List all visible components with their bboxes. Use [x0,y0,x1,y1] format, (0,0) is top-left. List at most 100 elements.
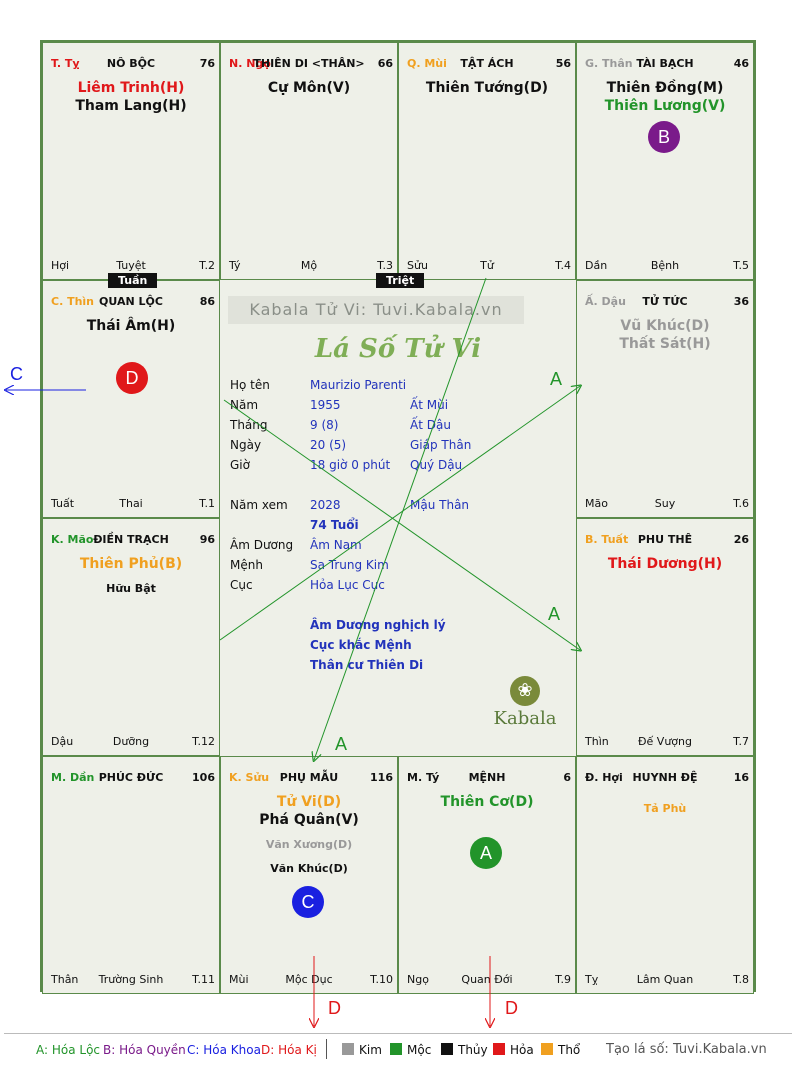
palace-age-number: 56 [555,57,571,70]
triet-tag: Triệt [376,273,425,288]
minor-star: Hữu Bật [106,582,156,595]
legend-thuy: Thủy [441,1043,488,1057]
label-thang: Tháng [230,418,268,432]
palace-branch: Tỵ [585,973,599,986]
palace-phase: Lâm Quan [636,973,694,986]
palace-footer: Tuất Thai T.1 [43,497,219,511]
palace-huynh-de: Đ. Hợi HUYNH ĐỆ 16 Tả Phù Tỵ Lâm Quan T.8 [576,756,754,994]
arrow-label-d1: D [328,998,341,1018]
value-nam-xem: 2028 [310,498,341,512]
palace-stars: Cự Môn(V) [221,79,397,97]
legend-moc-text: Mộc [407,1043,432,1057]
palace-phase: Tuyệt [116,259,146,272]
palace-header: K. Mão ĐIỀN TRẠCH 96 [43,533,219,549]
legend-hoa-quyen: B: Hóa Quyền [103,1043,186,1057]
palace-menh: M. Tý MỆNH 6 Thiên Cơ(D) Ngọ Quan Đới T.9 [398,756,576,994]
palace-thien-di: N. Ngọ THIÊN DI <THÂN> 66 Cự Môn(V) Tý Mộ T.3 [220,42,398,280]
main-star: Cự Môn(V) [267,80,351,96]
palace-stars: Thiên Tướng(D) [399,79,575,97]
label-nam-xem: Năm xem [230,498,288,512]
palace-branch: Mão [585,497,608,510]
palace-index: T.6 [733,497,749,510]
palace-can-chi: T. Tỵ [51,57,80,70]
value-am-duong: Âm Nam [310,538,362,552]
legend-hoa-khoa-text: C: Hóa Khoa [187,1043,261,1057]
person-info: Họ tên Maurizio Parenti Năm 1955 Ất Mùi … [230,378,570,678]
palace-age-number: 76 [199,57,215,70]
main-star: Thiên Phủ(B) [79,556,183,572]
hoa-khoa-circle: C [292,886,324,918]
label-am-duong: Âm Dương [230,538,294,552]
value-nam: 1955 [310,398,341,412]
value-menh: Sa Trung Kim [310,558,389,572]
palace-index: T.4 [555,259,571,272]
palace-can-chi: Ấ. Dậu [585,295,626,308]
palace-footer: Dậu Dưỡng T.12 [43,735,219,749]
palace-footer: Tỵ Lâm Quan T.8 [577,973,753,987]
credit-link[interactable]: Tạo lá số: Tuvi.Kabala.vn [606,1042,767,1057]
watermark: Kabala Tử Vi: Tuvi.Kabala.vn [228,296,524,324]
label-ngay: Ngày [230,438,262,452]
palace-can-chi: Đ. Hợi [585,771,623,784]
hoa-ki-circle: D [116,362,148,394]
chart-title: Lá Số Tử Vi [314,334,482,364]
legend-hoa-ki-text: D: Hóa Kị [261,1043,317,1057]
main-star: Tử Vi(D) [276,794,342,810]
palace-tai-bach: G. Thân TÀI BẠCH 46 Thiên Đồng(M) Thiên Lươn… [576,42,754,280]
palace-header: K. Sửu PHỤ MẪU 116 [221,771,397,787]
legend-hoa: Hỏa [493,1043,534,1057]
palace-branch: Thân [51,973,79,986]
legend-divider [4,1033,792,1034]
palace-header: N. Ngọ THIÊN DI <THÂN> 66 [221,57,397,73]
palace-name: THIÊN DI <THÂN> [253,57,365,70]
palace-age-number: 6 [563,771,571,784]
palace-name: TÀI BẠCH [636,57,694,70]
palace-age-number: 116 [370,771,393,784]
palace-index: T.8 [733,973,749,986]
note-cuc-menh: Cục khắc Mệnh [310,638,412,652]
palace-header: Ấ. Dậu TỬ TỨC 36 [577,295,753,311]
palace-phase: Suy [654,497,676,510]
value-cuc: Hỏa Lục Cục [310,578,385,592]
palace-name: ĐIỀN TRẠCH [93,533,169,546]
palace-header: M. Dần PHÚC ĐỨC 106 [43,771,219,787]
palace-footer: Ngọ Quan Đới T.9 [399,973,575,987]
palace-stars: Tả Phù [577,793,753,817]
palace-age-number: 66 [377,57,393,70]
palace-can-chi: C. Thìn [51,295,95,308]
palace-branch: Mùi [229,973,249,986]
palace-stars: Tử Vi(D) Phá Quân(V) Văn Xương(D) Văn Khúc(… [221,793,397,877]
minor-star: Văn Khúc(D) [270,862,348,875]
label-ho-ten: Họ tên [230,378,270,392]
palace-footer: Sửu Tử T.4 [399,259,575,273]
palace-phase: Thai [119,497,143,510]
palace-can-chi: B. Tuất [585,533,629,546]
label-cuc: Cục [230,578,253,592]
palace-header: B. Tuất PHU THÊ 26 [577,533,753,549]
main-star: Thái Dương(H) [607,556,723,572]
palace-footer: Dần Bệnh T.5 [577,259,753,273]
palace-can-chi: K. Sửu [229,771,270,784]
palace-name: MỆNH [468,771,506,784]
palace-dien-trach: K. Mão ĐIỀN TRẠCH 96 Thiên Phủ(B) Hữu Bật Dậu… [42,518,220,756]
value-gio-can-chi: Quý Dậu [410,458,463,472]
palace-phase: Trường Sinh [98,973,164,986]
palace-phase: Bệnh [650,259,680,272]
palace-phase: Dưỡng [112,735,150,748]
palace-footer: Mão Suy T.6 [577,497,753,511]
palace-age-number: 36 [733,295,749,308]
palace-can-chi: N. Ngọ [229,57,271,70]
value-nam-can-chi: Ất Mùi [410,398,449,412]
main-star: Thiên Lương(V) [604,98,726,114]
palace-phase: Đế Vượng [638,735,692,748]
palace-phu-mau: K. Sửu PHỤ MẪU 116 Tử Vi(D) Phá Quân(V) Văn X… [220,756,398,994]
palace-index: T.11 [192,973,215,986]
palace-branch: Dậu [51,735,74,748]
center-info-panel: Kabala Tử Vi: Tuvi.Kabala.vn Lá Số Tử Vi… [220,280,576,756]
minor-star: Tả Phù [643,802,687,815]
legend-thuy-text: Thủy [458,1043,488,1057]
brand-text: Kabala [493,708,557,729]
palace-index: T.7 [733,735,749,748]
legend-hoa-quyen-text: B: Hóa Quyền [103,1043,186,1057]
moc-swatch [390,1043,402,1055]
